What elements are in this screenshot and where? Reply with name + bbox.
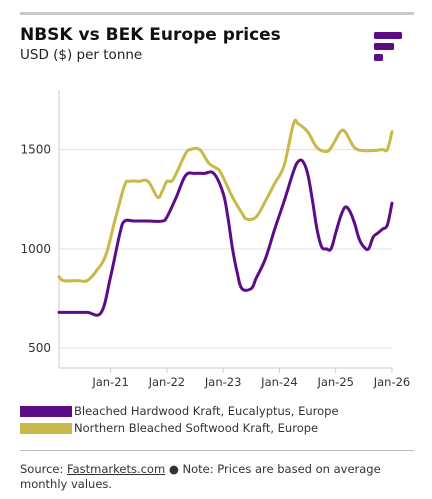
series-lines [57,118,394,317]
x-tick-label-Jan-24: Jan-24 [260,375,298,389]
chart-title: NBSK vs BEK Europe prices [20,25,281,45]
fastmarkets-logo-icon [374,32,402,61]
y-tick-labels: 500 1000 1500 [20,143,51,356]
legend-swatch-bek [20,405,72,417]
x-tick-label-Jan-22: Jan-22 [148,375,186,389]
x-tick-label-Jan-26: Jan-26 [373,375,411,389]
series-line-bek [57,158,394,317]
top-rule [20,12,414,15]
x-tick-label-Jan-25: Jan-25 [316,375,354,389]
legend-label-bek: Bleached Hardwood Kraft, Eucalyptus, Eur… [74,404,339,418]
legend-item-nbsk: Northern Bleached Softwood Kraft, Europe [20,420,339,436]
y-tick-label-1000: 1000 [20,242,51,256]
chart-subtitle: USD ($) per tonne [20,47,143,63]
footer-divider [20,450,414,451]
x-tick-labels: Jan-21 Jan-22 Jan-23 Jan-24 Jan-25 Jan-26 [91,375,410,389]
x-tick-label-Jan-21: Jan-21 [91,375,129,389]
source-link[interactable]: Fastmarkets.com [67,462,166,476]
legend: Bleached Hardwood Kraft, Eucalyptus, Eur… [20,403,339,437]
price-note: Note: Prices are based on average monthl… [20,462,381,491]
y-tick-label-1500: 1500 [20,143,51,157]
legend-swatch-nbsk [20,422,72,434]
series-line-nbsk [57,118,394,283]
axes [58,90,393,373]
legend-label-nbsk: Northern Bleached Softwood Kraft, Europe [74,421,319,435]
y-tick-label-500: 500 [28,341,51,355]
source-prefix: Source: [20,462,68,476]
footer-note: Source: Fastmarkets.com ● Note: Prices a… [20,462,414,492]
legend-item-bek: Bleached Hardwood Kraft, Eucalyptus, Eur… [20,403,339,419]
separator-bullet: ● [165,462,183,476]
x-tick-label-Jan-23: Jan-23 [204,375,242,389]
gridlines [59,149,392,349]
